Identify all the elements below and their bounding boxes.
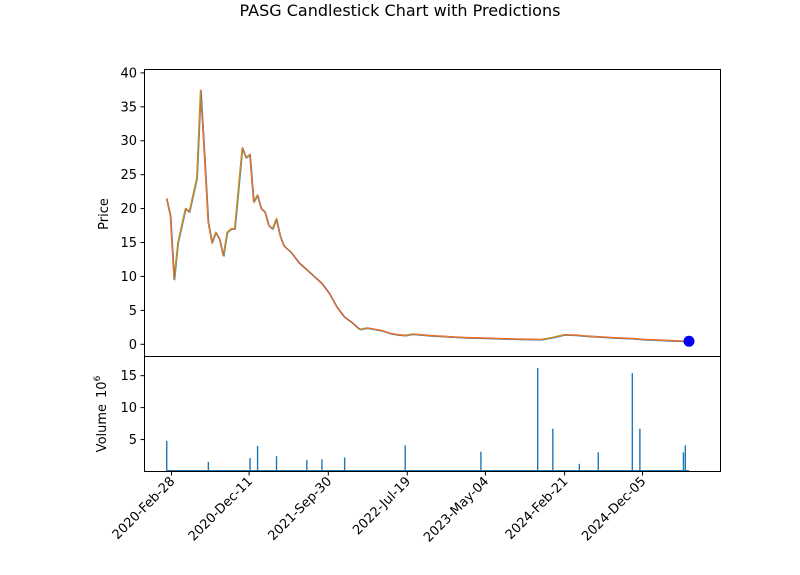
volume-bar (249, 458, 251, 472)
price-line (166, 89, 690, 343)
volume-bar (536, 368, 539, 472)
volume-baseline (166, 470, 690, 472)
volume-bar (480, 451, 482, 472)
price-y-tick-label: 35 (120, 100, 137, 115)
x-tick-label: 2024-Feb-21 (503, 474, 572, 543)
volume-bar (306, 460, 308, 472)
volume-y-tick-label: 15 (120, 369, 137, 384)
volume-bar (552, 428, 554, 472)
volume-bar (343, 457, 346, 472)
x-axis-ticks: 2020-Feb-28 2020-Dec-11 2021-Sep-30 2022-Ju… (110, 471, 649, 545)
prediction-marker (683, 335, 695, 347)
volume-y-tick-label: 10 (120, 401, 137, 416)
price-y-tick-label: 20 (120, 202, 137, 217)
volume-y-label-text: Volume (95, 404, 110, 452)
price-y-tick-label: 40 (120, 66, 137, 81)
volume-bar (404, 445, 406, 472)
x-tick-label: 2021-Sep-30 (265, 474, 335, 544)
volume-bar (684, 445, 687, 472)
volume-bar (166, 440, 168, 472)
volume-y-ticks: 5 10 15 (120, 369, 145, 448)
volume-plot-area (166, 368, 690, 472)
volume-bar (597, 452, 599, 472)
volume-bar (631, 373, 634, 472)
volume-y-label: Volume 106 (93, 375, 110, 452)
price-axes-frame (144, 69, 721, 357)
volume-bar (275, 456, 278, 472)
price-line-secondary (167, 90, 690, 343)
price-y-tick-label: 10 (120, 270, 137, 285)
price-y-tick-label: 0 (129, 338, 137, 353)
volume-bar (578, 463, 581, 472)
price-panel: 0 5 10 15 20 25 30 35 40 Price (97, 66, 721, 357)
x-tick-label: 2020-Feb-28 (110, 474, 179, 543)
x-tick-label: 2020-Dec-11 (186, 474, 256, 544)
x-tick-label: 2024-Dec-05 (579, 474, 649, 544)
volume-y-label-scale: 10 (95, 381, 110, 398)
price-y-tick-label: 30 (120, 134, 137, 149)
volume-axes-frame (144, 356, 721, 472)
volume-bar (256, 445, 259, 472)
volume-y-label-exponent: 6 (93, 375, 103, 381)
price-y-tick-label: 5 (129, 304, 137, 319)
x-tick-label: 2022-Jul-19 (350, 474, 414, 538)
x-tick-label: 2023-May-04 (421, 474, 492, 545)
price-plot-area (165, 89, 695, 347)
volume-y-tick-label: 5 (129, 433, 137, 448)
chart-title: PASG Candlestick Chart with Predictions (240, 1, 561, 20)
price-y-label: Price (97, 198, 112, 230)
price-y-tick-label: 15 (120, 236, 137, 251)
volume-bar (639, 428, 641, 472)
volume-bar (321, 459, 323, 472)
price-y-ticks: 0 5 10 15 20 25 30 35 40 (120, 66, 145, 353)
price-y-tick-label: 25 (120, 168, 137, 183)
volume-bar (682, 452, 685, 472)
volume-bar (207, 461, 210, 472)
